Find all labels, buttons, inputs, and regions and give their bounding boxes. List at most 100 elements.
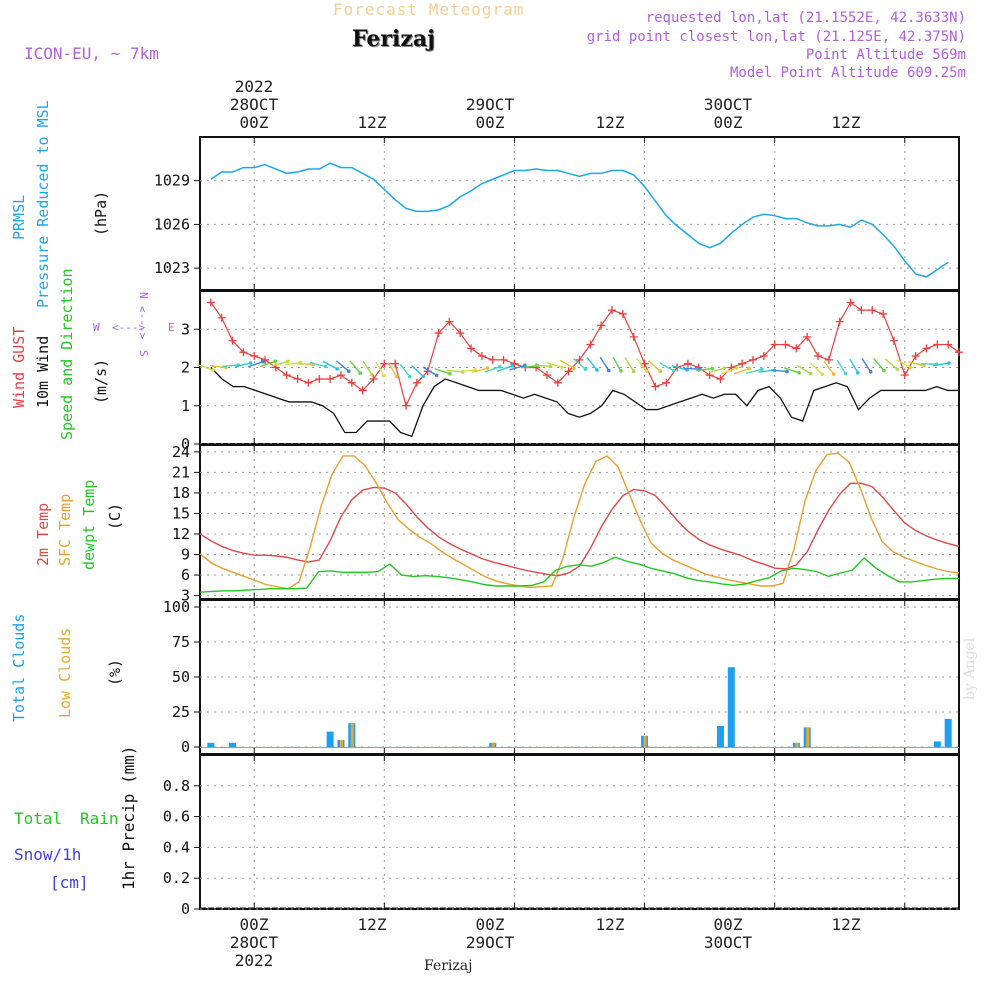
wind-gust-marker xyxy=(846,298,855,307)
wind-direction-arrow-head xyxy=(895,367,900,371)
wind-gust-marker xyxy=(239,348,248,357)
wind-direction-arrow-head xyxy=(421,374,426,379)
wind-direction-arrow-head xyxy=(394,374,399,379)
low-clouds-bar xyxy=(806,727,810,747)
wind-direction-arrow-head xyxy=(856,371,860,375)
wind-gust-marker xyxy=(358,386,367,395)
top-year: 2022 xyxy=(235,77,274,96)
wind-direction-arrow-head xyxy=(346,369,351,373)
wind-gust-marker xyxy=(510,359,519,368)
wind-gust-marker xyxy=(716,374,725,383)
wind-direction-arrow xyxy=(573,358,586,370)
wind-gust-marker xyxy=(618,309,627,318)
bottom-day-2: 29OCT xyxy=(466,933,515,952)
wind-gust-marker xyxy=(250,352,259,361)
wind-direction-arrow xyxy=(836,359,847,374)
bottom-hour-1: 00Z xyxy=(240,915,269,934)
wind-direction-arrow-head xyxy=(560,365,565,370)
top-hour-5: 00Z xyxy=(714,113,743,132)
wind-gust-marker xyxy=(326,374,335,383)
wind-direction-arrow xyxy=(861,357,872,373)
wind-direction-arrow-head xyxy=(273,359,278,363)
panel-frame-temperature xyxy=(199,444,960,600)
low-clouds-bar xyxy=(339,740,343,747)
wind-direction-arrow-head xyxy=(797,371,801,375)
ytick-label: 18 xyxy=(172,484,190,502)
total-clouds-bar xyxy=(944,719,952,747)
total-clouds-bar xyxy=(727,667,735,747)
wind-direction-arrow xyxy=(896,359,912,368)
ytick-label: 75 xyxy=(172,633,190,651)
wind-gust-marker xyxy=(748,355,757,364)
wind-direction-arrow-head xyxy=(882,368,886,373)
precip-rain-label: Rain xyxy=(80,809,119,828)
total-clouds-bar xyxy=(933,741,941,747)
wind-direction-arrow xyxy=(260,360,276,368)
wind-direction-arrow xyxy=(434,368,451,375)
wind-gust-marker xyxy=(738,359,747,368)
bottom-hour-2: 12Z xyxy=(358,915,387,934)
wind-direction-arrow xyxy=(375,361,385,377)
compass-n: N xyxy=(137,292,150,299)
grid-point-coords: grid point closest lon,lat (21.125E, 42.… xyxy=(586,29,966,45)
wind-direction-arrow-head xyxy=(595,368,599,372)
requested-coords: requested lon,lat (21.1552E, 42.3633N) xyxy=(645,10,966,26)
wind-direction-arrow xyxy=(849,358,859,374)
temp-series-line-1 xyxy=(199,452,960,590)
top-hour-4: 12Z xyxy=(596,113,625,132)
low-clouds-bar xyxy=(350,723,354,747)
wind-direction-arrow-head xyxy=(868,369,873,374)
wind-gust-marker xyxy=(683,359,692,368)
wind-direction-arrow xyxy=(411,364,424,377)
top-hour-2: 12Z xyxy=(358,113,387,132)
low-clouds-bar xyxy=(795,742,799,747)
wind-gust-marker xyxy=(347,378,356,387)
wind-direction-arrow-head xyxy=(448,371,452,376)
pressure-unit: (hPa) xyxy=(92,191,110,236)
wind-direction-arrow xyxy=(908,361,925,367)
compass-s: S xyxy=(137,350,150,357)
compass-ns-arrow: <---> xyxy=(136,306,149,339)
wind-gust-marker xyxy=(911,352,920,361)
total-clouds-bar xyxy=(716,726,724,747)
ytick-label: 25 xyxy=(172,703,190,721)
clouds-unit: (%) xyxy=(106,659,124,686)
wind-gust-marker xyxy=(651,382,660,391)
point-altitude: Point Altitude 569m xyxy=(805,47,966,63)
wind-gust-marker xyxy=(304,378,313,387)
wind-direction-arrow xyxy=(349,360,361,374)
chart-title: Forecast Meteogram xyxy=(333,0,525,19)
temp-series-line-2 xyxy=(199,556,959,593)
wind-direction-arrow-head xyxy=(734,366,739,370)
dewpt-label: dewpt Temp xyxy=(80,480,98,570)
ytick-label: 0.6 xyxy=(163,808,190,826)
ytick-label: 12 xyxy=(172,525,190,543)
wind-direction-arrow xyxy=(873,357,885,372)
bottom-hour-6: 12Z xyxy=(832,915,861,934)
wind-direction-arrow xyxy=(599,356,610,371)
precip-cm-label: [cm] xyxy=(50,873,89,892)
wind-direction-arrow-head xyxy=(497,365,502,369)
wind-direction-arrow xyxy=(272,360,289,367)
wind-direction-arrow xyxy=(746,368,762,375)
wind-direction-arrow xyxy=(624,357,635,372)
wind-direction-arrow-head xyxy=(523,363,527,368)
wind-direction-arrow-head xyxy=(947,361,951,365)
wind-gust-marker xyxy=(824,355,833,364)
wind-gust-marker xyxy=(499,355,508,364)
ytick-label: 3 xyxy=(181,320,190,338)
ytick-label: 21 xyxy=(172,463,190,481)
wind-direction-arrow-head xyxy=(820,372,825,376)
wind-direction-arrow xyxy=(387,362,398,377)
wind-gust-marker xyxy=(879,309,888,318)
t2m-label: 2m Temp xyxy=(34,503,52,566)
ytick-label: 1 xyxy=(181,397,190,415)
total-clouds-bar xyxy=(326,731,334,747)
ytick-label: 0 xyxy=(181,738,190,756)
wind-direction-arrow-head xyxy=(760,367,764,372)
wind-direction-arrow xyxy=(783,367,800,374)
wind-10m-label: 10m Wind xyxy=(34,336,52,408)
wind-gust-marker xyxy=(477,352,486,361)
ytick-label: 15 xyxy=(172,504,190,522)
wind-gust-marker xyxy=(456,329,465,338)
